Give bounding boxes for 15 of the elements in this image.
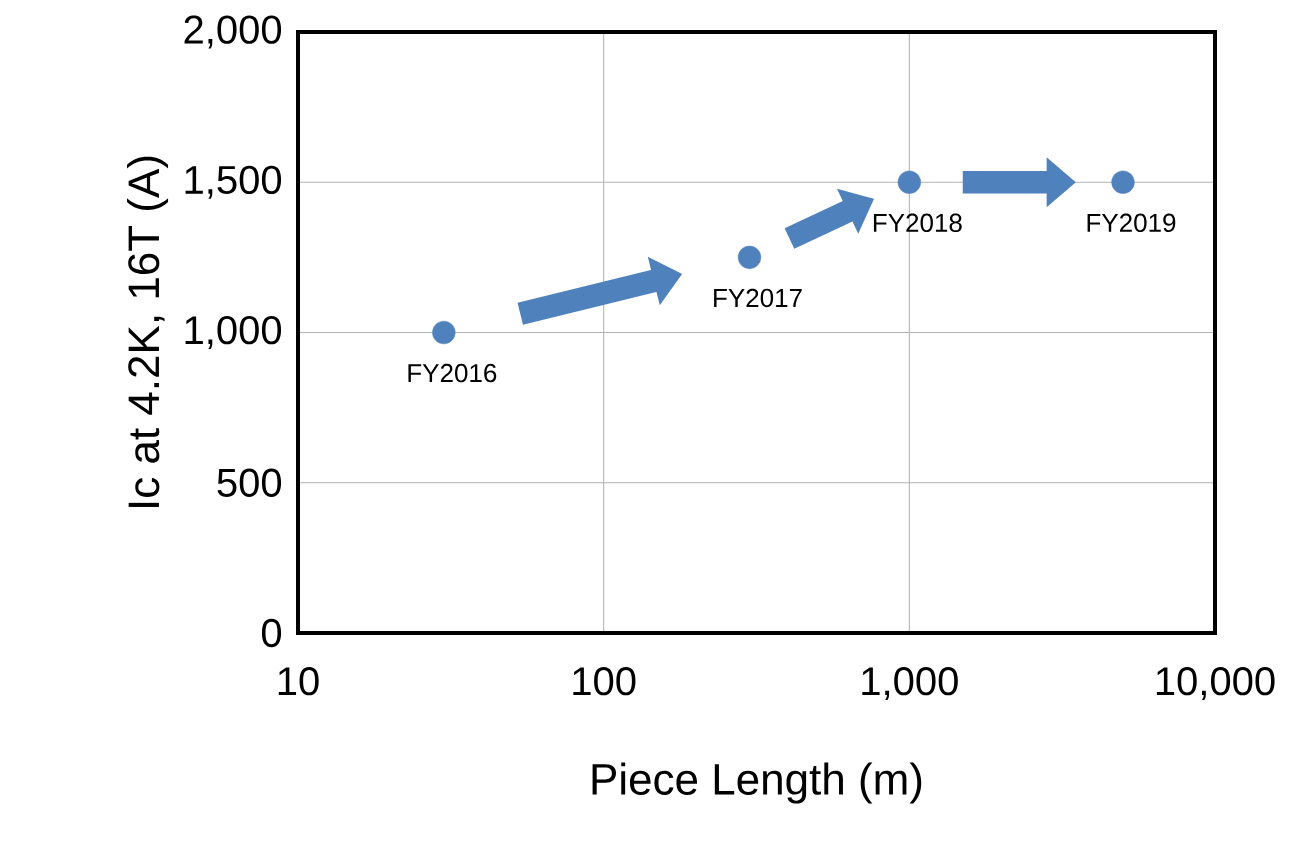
y-tick-label: 0 bbox=[261, 618, 282, 648]
x-axis-title: Piece Length (m) bbox=[592, 762, 922, 804]
y-tick-label: 1,500 bbox=[185, 165, 282, 199]
y-tick-label: 2,000 bbox=[184, 15, 282, 49]
x-tick-label: 100 bbox=[573, 667, 636, 696]
x-tick-label: 1,000 bbox=[862, 667, 958, 701]
x-tick-label: 10,000 bbox=[1156, 667, 1275, 701]
y-tick-label: 1,000 bbox=[185, 315, 282, 350]
annotation: FY2017 bbox=[714, 288, 802, 308]
y-tick-label: 500 bbox=[217, 468, 282, 497]
annotation: FY2019 bbox=[1087, 213, 1176, 233]
annotation: FY2016 bbox=[408, 363, 497, 383]
x-tick-label: 10 bbox=[278, 667, 319, 696]
y-axis-title: Ic at 4.2K, 16T (A) bbox=[127, 156, 169, 507]
annotation: FY2018 bbox=[873, 213, 962, 233]
